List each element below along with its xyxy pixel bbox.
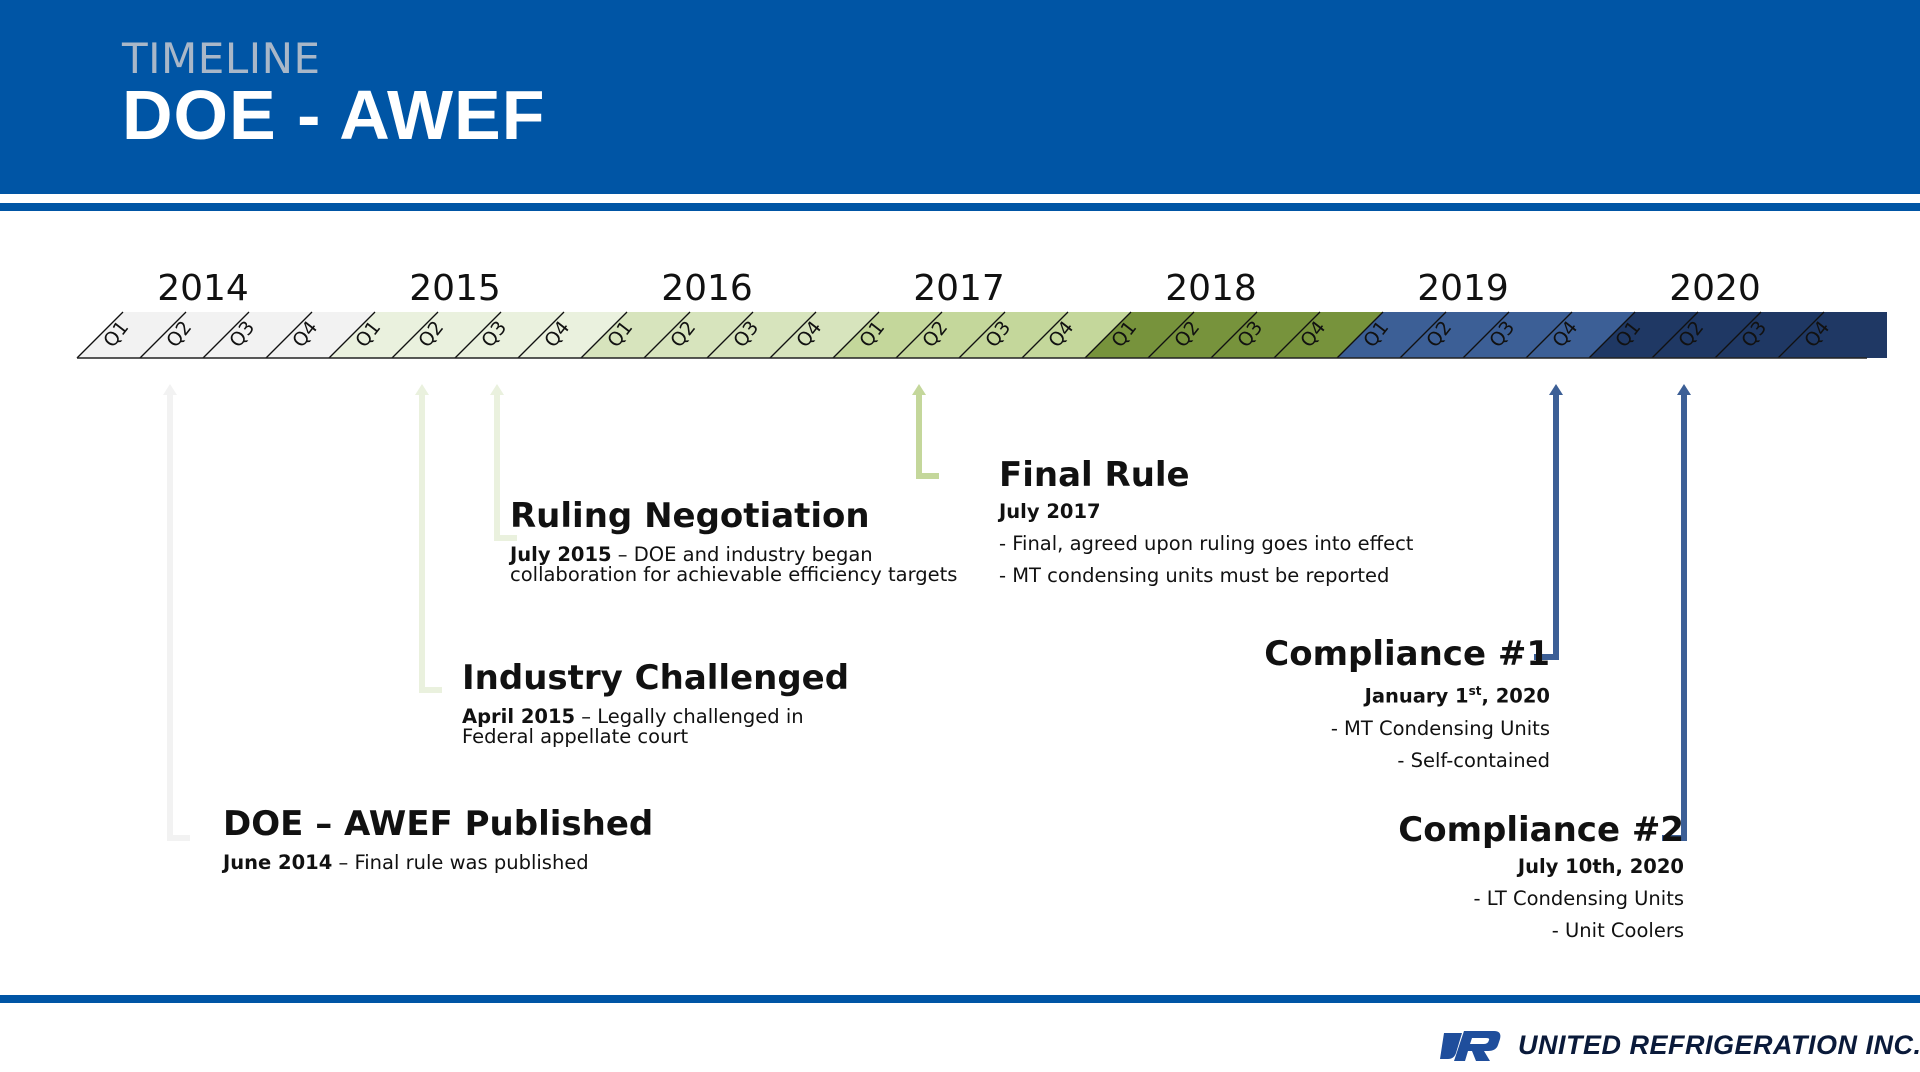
quarter-divider: [706, 311, 754, 359]
event-date-year: , 2020: [1481, 684, 1550, 708]
event-date-main: January 1: [1364, 684, 1469, 708]
quarter-divider: [1714, 311, 1762, 359]
event-arrow-final_rule: [912, 384, 939, 479]
event-bullet-2: - Unit Coolers: [1551, 919, 1684, 943]
header-divider: [0, 203, 1920, 211]
event-date-suffix: st: [1468, 684, 1482, 699]
event-text: – Legally challenged in: [575, 705, 804, 729]
quarter-divider: [1084, 311, 1132, 359]
quarter-divider: [76, 311, 124, 359]
event-date: July 2017: [999, 500, 1101, 524]
ur-logo-icon: [1440, 1031, 1501, 1061]
quarter-divider: [832, 311, 880, 359]
quarter-divider: [1525, 311, 1573, 359]
quarter-divider: [139, 311, 187, 359]
year-label-2015: 2015: [409, 268, 501, 309]
event-compliance-1: Compliance #1 January 1st, 2020 - MT Con…: [1264, 634, 1550, 777]
event-title: Industry Challenged: [462, 658, 850, 698]
footer-divider: [0, 995, 1920, 1003]
event-final-rule: Final Rule July 2017 - Final, agreed upo…: [999, 455, 1414, 592]
event-date: April 2015: [462, 705, 576, 729]
quarter-divider: [391, 311, 439, 359]
quarter-divider: [517, 311, 565, 359]
quarter-divider: [1210, 311, 1258, 359]
quarter-divider: [958, 311, 1006, 359]
quarter-divider: [1588, 311, 1636, 359]
year-label-2014: 2014: [157, 268, 249, 309]
quarter-divider: [1651, 311, 1699, 359]
event-description: June 2014 – Final rule was published: [223, 853, 653, 873]
event-text-line2: Federal appellate court: [462, 725, 689, 749]
quarter-divider: [1273, 311, 1321, 359]
event-arrow-negotiation: [490, 384, 517, 541]
quarter-divider: [1462, 311, 1510, 359]
quarter-divider: [1021, 311, 1069, 359]
event-bullet-1: - LT Condensing Units: [1473, 887, 1684, 911]
event-date: June 2014: [223, 851, 333, 875]
event-date: July 2015: [510, 543, 612, 567]
quarter-divider: [769, 311, 817, 359]
year-label-2017: 2017: [913, 268, 1005, 309]
event-ruling-negotiation: Ruling Negotiation July 2015 – DOE and i…: [510, 496, 957, 585]
year-label-2019: 2019: [1417, 268, 1509, 309]
quarter-divider: [1147, 311, 1195, 359]
quarter-divider: [202, 311, 250, 359]
quarter-divider: [265, 311, 313, 359]
event-text: – DOE and industry began: [611, 543, 873, 567]
event-text-line2: collaboration for achievable efficiency …: [510, 563, 958, 587]
event-industry-challenged: Industry Challenged April 2015 – Legally…: [462, 658, 850, 747]
header-subtitle: TIMELINE: [122, 34, 321, 83]
event-arrow-published: [163, 384, 190, 841]
timeline-graphic: 2014 2015 2016 2017 2018 2019 2020 Q1 Q2 Q3 Q4 Q1 Q…: [76, 268, 1887, 841]
event-title: Final Rule: [999, 455, 1190, 495]
event-title: Compliance #1: [1264, 634, 1550, 674]
event-arrow-compliance2: [1662, 384, 1691, 841]
quarter-divider: [328, 311, 376, 359]
event-arrow-challenged: [415, 384, 442, 693]
event-compliance-2: Compliance #2 July 10th, 2020 - LT Conde…: [1398, 810, 1684, 947]
event-text: – Final rule was published: [332, 851, 589, 875]
event-bullet-1: - Final, agreed upon ruling goes into ef…: [999, 532, 1414, 556]
quarter-divider: [1399, 311, 1447, 359]
header-banner: [0, 0, 1920, 194]
event-arrow-compliance1: [1534, 384, 1563, 660]
event-title: DOE – AWEF Published: [223, 804, 654, 844]
event-description: July 2015 – DOE and industry began colla…: [510, 545, 957, 585]
event-description: April 2015 – Legally challenged in Feder…: [462, 707, 849, 747]
year-label-2018: 2018: [1165, 268, 1257, 309]
page-title: DOE - AWEF: [122, 76, 546, 154]
event-date: July 10th, 2020: [1517, 855, 1684, 879]
quarter-divider: [454, 311, 502, 359]
company-logo: [1436, 1025, 1506, 1065]
event-title: Compliance #2: [1398, 810, 1684, 850]
event-bullet-2: - MT condensing units must be reported: [999, 564, 1390, 588]
quarter-divider: [643, 311, 691, 359]
year-label-2020: 2020: [1669, 268, 1761, 309]
quarter-divider: [895, 311, 943, 359]
event-bullet-1: - MT Condensing Units: [1330, 716, 1550, 740]
quarter-divider: [580, 311, 628, 359]
event-bullet-2: - Self-contained: [1397, 748, 1550, 772]
company-name: UNITED REFRIGERATION INC.: [1518, 1030, 1920, 1060]
quarter-divider: [1336, 311, 1384, 359]
quarter-divider: [1777, 311, 1825, 359]
event-title: Ruling Negotiation: [510, 496, 870, 536]
event-published: DOE – AWEF Published June 2014 – Final r…: [223, 804, 654, 873]
year-label-2016: 2016: [661, 268, 753, 309]
event-date: January 1st, 2020: [1264, 675, 1550, 713]
